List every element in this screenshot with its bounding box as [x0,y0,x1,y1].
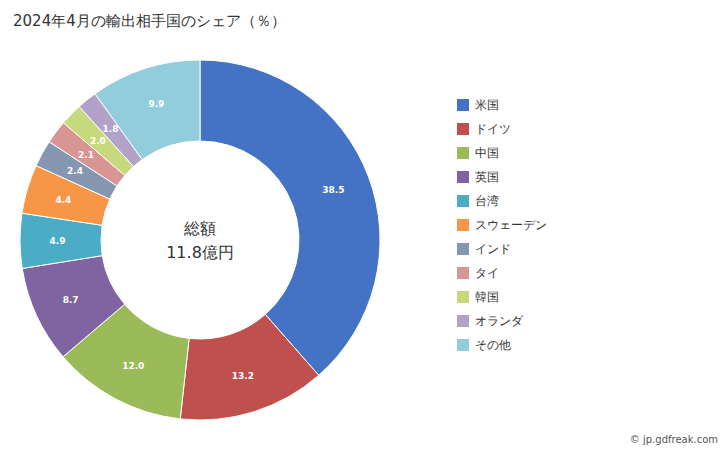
svg-text:総額: 総額 [183,219,216,238]
svg-text:英国: 英国 [475,170,499,184]
svg-text:38.5: 38.5 [322,185,344,195]
svg-text:12.0: 12.0 [122,361,144,371]
svg-text:1.8: 1.8 [103,124,119,134]
svg-text:スウェーデン: スウェーデン [475,218,547,232]
svg-text:台湾: 台湾 [475,194,499,208]
svg-text:中国: 中国 [475,146,499,160]
svg-text:4.9: 4.9 [50,236,66,246]
svg-text:ドイツ: ドイツ [475,122,511,136]
svg-text:© jp.gdfreak.com: © jp.gdfreak.com [630,434,718,445]
svg-text:2024年4月の輸出相手国のシェア（％）: 2024年4月の輸出相手国のシェア（％） [13,12,286,30]
svg-text:9.9: 9.9 [148,99,164,109]
svg-text:その他: その他 [475,338,511,352]
svg-text:13.2: 13.2 [232,371,254,381]
svg-text:インド: インド [475,242,511,256]
svg-text:韓国: 韓国 [475,290,499,304]
svg-text:米国: 米国 [475,98,499,112]
svg-text:2.4: 2.4 [67,166,83,176]
svg-text:11.8億円: 11.8億円 [166,243,234,262]
svg-text:2.1: 2.1 [78,150,94,160]
svg-text:タイ: タイ [475,266,499,280]
svg-text:2.0: 2.0 [90,136,106,146]
svg-text:8.7: 8.7 [63,295,79,305]
svg-text:オランダ: オランダ [475,314,524,328]
svg-text:4.4: 4.4 [55,195,71,205]
